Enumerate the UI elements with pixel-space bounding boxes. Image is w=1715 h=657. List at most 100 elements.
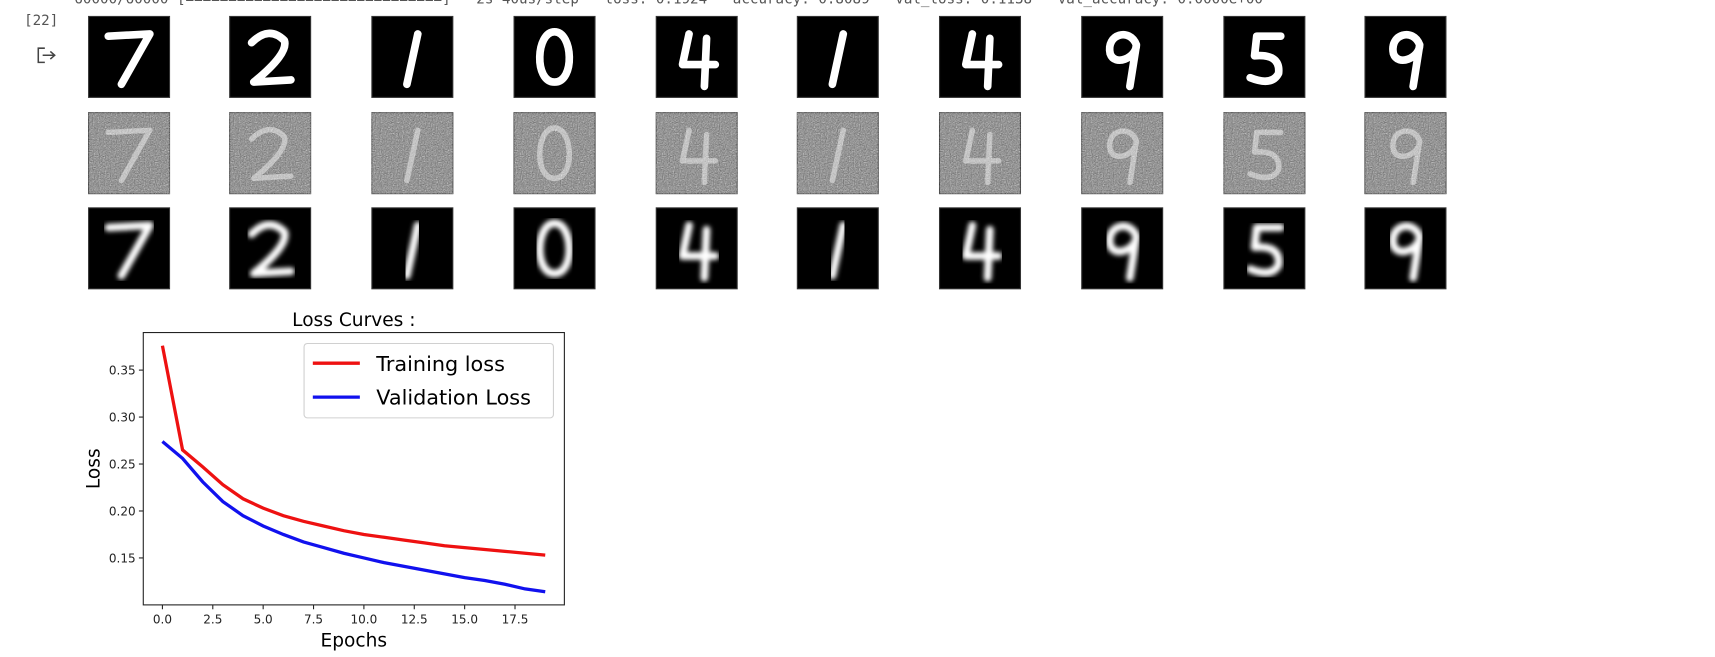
digit-image	[1081, 15, 1164, 98]
digit-stroke	[1389, 222, 1424, 282]
legend-label: Validation Loss	[376, 386, 531, 410]
image-noise	[1081, 112, 1163, 194]
digit-image	[229, 112, 312, 195]
legend-label: Training loss	[375, 352, 505, 376]
digit-stroke	[828, 221, 848, 280]
series-line	[160, 345, 546, 557]
x-axis-label: Epochs	[321, 630, 388, 651]
digit-image	[1081, 207, 1164, 290]
image-noise	[939, 112, 1021, 194]
legend-box	[303, 342, 554, 419]
digit-image	[655, 112, 738, 195]
digit-image	[1364, 207, 1447, 290]
y-tick-label: 0.15	[109, 551, 136, 565]
digit-stroke	[829, 127, 847, 184]
image-background	[229, 207, 312, 290]
y-tick-label: 0.20	[109, 504, 136, 518]
digit-stroke	[248, 126, 294, 182]
digit-stroke	[1389, 30, 1424, 91]
image-background	[655, 15, 738, 98]
chart-title: Loss Curves :	[292, 310, 415, 331]
digit-stroke	[247, 220, 295, 278]
image-background	[229, 15, 312, 98]
icon-frame	[37, 47, 45, 64]
digit-image	[796, 112, 879, 195]
digit-image	[513, 15, 596, 98]
digit-image	[938, 112, 1022, 195]
x-tick-label: 17.5	[502, 612, 529, 626]
x-tick-label: 5.0	[254, 612, 273, 626]
digit-stroke	[678, 221, 720, 282]
image-noise	[656, 112, 738, 194]
x-tick-label: 12.5	[401, 612, 428, 626]
image-background	[655, 207, 738, 290]
digit-image	[371, 207, 454, 290]
image-noise	[88, 112, 170, 194]
x-tick-label: 10.0	[351, 612, 378, 626]
digit-stroke	[403, 30, 422, 89]
digit-image	[229, 15, 312, 98]
image-noise	[1365, 112, 1446, 194]
digit-stroke	[403, 221, 422, 280]
output-log: 60000/60000 [===========================…	[74, 0, 1263, 7]
output-icon[interactable]	[37, 47, 56, 64]
x-tick-label: 7.5	[304, 612, 323, 626]
digit-stroke	[535, 27, 574, 86]
digit-stroke	[1246, 32, 1285, 86]
digit-image	[1081, 112, 1164, 195]
digit-stroke	[537, 125, 573, 182]
digit-stroke	[963, 127, 1002, 186]
x-tick-label: 0.0	[153, 612, 172, 626]
digit-image	[938, 207, 1022, 290]
image-noise	[1223, 112, 1305, 194]
y-tick-label: 0.35	[109, 363, 136, 377]
image-background	[88, 207, 171, 290]
image-background	[938, 15, 1022, 98]
image-background	[938, 207, 1022, 290]
digit-image	[796, 207, 879, 290]
y-tick-label: 0.25	[109, 457, 136, 471]
digit-stroke	[105, 127, 153, 184]
digit-stroke	[404, 127, 421, 184]
digit-image	[371, 112, 454, 195]
y-tick-label: 0.30	[109, 410, 136, 424]
y-axis-label: Loss	[84, 448, 105, 489]
icon-arrow	[42, 50, 56, 60]
digit-stroke	[104, 221, 154, 280]
digit-stroke	[1247, 129, 1284, 181]
digit-stroke	[1107, 128, 1140, 186]
series-line	[161, 440, 546, 594]
digit-stroke	[1246, 223, 1285, 277]
execution-count: [22]	[24, 13, 58, 29]
digit-image	[655, 207, 738, 290]
digit-image	[513, 112, 596, 195]
digit-image	[229, 207, 312, 290]
digit-grid	[88, 15, 1447, 290]
digit-image	[371, 15, 454, 98]
digit-stroke	[961, 221, 1003, 282]
digit-image	[938, 15, 1022, 98]
image-background	[88, 15, 171, 98]
digit-image	[88, 207, 171, 290]
x-tick-label: 15.0	[451, 612, 478, 626]
digit-image	[1364, 15, 1447, 98]
digit-image	[88, 112, 171, 195]
digit-image	[796, 15, 879, 98]
x-tick-label: 2.5	[203, 612, 222, 626]
digit-stroke	[679, 127, 719, 186]
digit-image	[1223, 112, 1306, 195]
digit-stroke	[1390, 128, 1423, 186]
digit-stroke	[828, 30, 848, 89]
image-noise	[229, 112, 311, 194]
digit-image	[88, 15, 171, 98]
digit-image	[655, 15, 738, 98]
chart: 0.0 2.5 5.0 7.5 10.0 12.5 15.0 17.5 0.15 0.20 0.25…	[84, 310, 565, 651]
digit-stroke	[104, 30, 154, 89]
digit-stroke	[678, 30, 720, 91]
digit-stroke	[535, 219, 574, 278]
digit-image	[1364, 112, 1447, 195]
digit-stroke	[247, 29, 295, 86]
digit-stroke	[961, 30, 1003, 91]
